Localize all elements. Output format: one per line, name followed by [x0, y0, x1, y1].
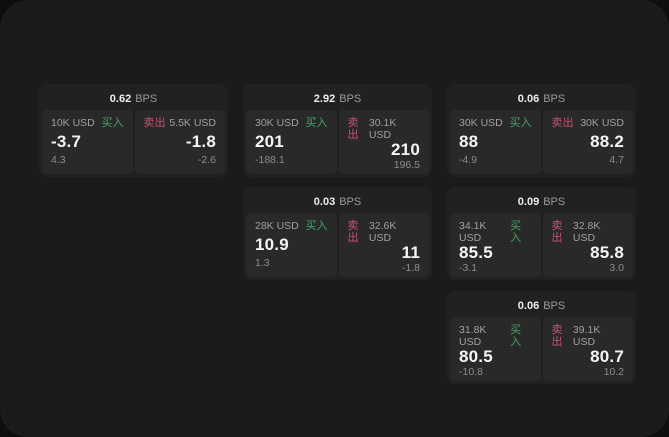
bps-unit-label: BPS — [543, 299, 566, 312]
sell-price: 80.7 — [590, 347, 624, 366]
bps-value: 0.62 — [109, 92, 132, 105]
card-body: 31.8K USD 买入 80.5 -10.8 卖出 39.1K USD 80.… — [450, 317, 633, 381]
bps-value: 0.03 — [313, 195, 336, 208]
buy-delta: -10.8 — [459, 366, 483, 378]
sell-delta: 3.0 — [609, 262, 624, 274]
buy-amount: 30K USD — [459, 117, 503, 129]
buy-price: 80.5 — [459, 347, 493, 366]
sell-amount: 32.6K USD — [368, 220, 397, 244]
sell-panel[interactable]: 卖出 39.1K USD 80.7 10.2 — [542, 317, 633, 381]
sell-amount: 30K USD — [580, 117, 624, 129]
card-body: 30K USD 买入 88 -4.9 卖出 30K USD 88.2 4.7 — [450, 110, 633, 174]
sell-panel[interactable]: 卖出 5.5K USD -1.8 -2.6 — [134, 110, 225, 174]
sell-price: 11 — [401, 243, 420, 262]
quote-card-1: 0.62 BPS 10K USD 买入 -3.7 4.3 卖出 5.5K USD… — [39, 84, 228, 177]
card-body: 34.1K USD 买入 85.5 -3.1 卖出 32.8K USD 85.8… — [450, 213, 633, 277]
sell-delta: 4.7 — [609, 154, 624, 166]
sell-price: -1.8 — [185, 131, 216, 151]
sell-tag: 卖出 — [551, 324, 563, 348]
quote-card-6: 0.06 BPS 31.8K USD 买入 80.5 -10.8 卖出 39.1… — [447, 291, 636, 384]
bps-value: 0.09 — [517, 195, 540, 208]
sell-price: 85.8 — [590, 243, 624, 262]
buy-panel[interactable]: 31.8K USD 买入 80.5 -10.8 — [450, 317, 541, 381]
sell-delta: 196.5 — [393, 159, 420, 171]
sell-panel[interactable]: 卖出 32.8K USD 85.8 3.0 — [542, 213, 633, 277]
sell-tag: 卖出 — [143, 117, 166, 129]
buy-delta: -188.1 — [255, 154, 285, 166]
card-body: 28K USD 买入 10.9 1.3 卖出 32.6K USD 11 -1.8 — [246, 213, 429, 277]
sell-tag: 卖出 — [551, 220, 563, 244]
buy-delta: -3.1 — [459, 262, 478, 274]
buy-panel[interactable]: 10K USD 买入 -3.7 4.3 — [42, 110, 133, 174]
bps-value: 0.06 — [517, 299, 540, 312]
sell-tag: 卖出 — [551, 117, 574, 129]
buy-delta: 4.3 — [51, 154, 66, 166]
quote-card-3: 0.06 BPS 30K USD 买入 88 -4.9 卖出 30K USD 8… — [447, 84, 636, 177]
bps-unit-label: BPS — [339, 92, 362, 105]
sell-amount: 5.5K USD — [169, 117, 216, 129]
bps-value: 0.06 — [517, 92, 540, 105]
buy-panel[interactable]: 34.1K USD 买入 85.5 -3.1 — [450, 213, 541, 277]
buy-price: 201 — [255, 131, 284, 151]
buy-amount: 30K USD — [255, 117, 299, 129]
buy-amount: 10K USD — [51, 117, 95, 129]
buy-tag: 买入 — [305, 220, 328, 232]
card-header: 0.06 BPS — [450, 87, 633, 110]
buy-amount: 28K USD — [255, 220, 299, 232]
buy-price: 88 — [459, 131, 479, 151]
buy-price: 85.5 — [459, 243, 493, 262]
card-header: 0.06 BPS — [450, 294, 633, 317]
quote-card-2: 2.92 BPS 30K USD 买入 201 -188.1 卖出 30.1K … — [243, 84, 432, 177]
bps-unit-label: BPS — [543, 195, 566, 208]
buy-tag: 买入 — [510, 324, 522, 348]
sell-price: 210 — [391, 140, 420, 159]
buy-delta: 1.3 — [255, 257, 270, 269]
sell-panel[interactable]: 卖出 30K USD 88.2 4.7 — [542, 110, 633, 174]
sell-tag: 卖出 — [347, 117, 359, 141]
quote-card-5: 0.09 BPS 34.1K USD 买入 85.5 -3.1 卖出 32.8K… — [447, 187, 636, 280]
card-body: 10K USD 买入 -3.7 4.3 卖出 5.5K USD -1.8 -2.… — [42, 110, 225, 174]
buy-panel[interactable]: 28K USD 买入 10.9 1.3 — [246, 213, 337, 277]
sell-price: 88.2 — [590, 131, 624, 151]
sell-panel[interactable]: 卖出 32.6K USD 11 -1.8 — [338, 213, 429, 277]
card-header: 0.09 BPS — [450, 190, 633, 213]
card-header: 2.92 BPS — [246, 87, 429, 110]
sell-tag: 卖出 — [347, 220, 359, 244]
sell-amount: 30.1K USD — [368, 117, 397, 141]
buy-amount: 31.8K USD — [459, 324, 487, 348]
buy-amount: 34.1K USD — [459, 220, 487, 244]
sell-amount: 39.1K USD — [572, 324, 601, 348]
card-header: 0.03 BPS — [246, 190, 429, 213]
card-header: 0.62 BPS — [42, 87, 225, 110]
buy-delta: -4.9 — [459, 154, 478, 166]
bps-unit-label: BPS — [135, 92, 158, 105]
buy-panel[interactable]: 30K USD 买入 201 -188.1 — [246, 110, 337, 174]
buy-price: 10.9 — [255, 234, 289, 254]
buy-price: -3.7 — [51, 131, 82, 151]
sell-delta: 10.2 — [603, 366, 624, 378]
buy-tag: 买入 — [509, 117, 532, 129]
bps-unit-label: BPS — [339, 195, 362, 208]
quote-card-4: 0.03 BPS 28K USD 买入 10.9 1.3 卖出 32.6K US… — [243, 187, 432, 280]
buy-tag: 买入 — [305, 117, 328, 129]
bps-unit-label: BPS — [543, 92, 566, 105]
sell-delta: -1.8 — [401, 262, 420, 274]
sell-delta: -2.6 — [197, 154, 216, 166]
buy-panel[interactable]: 30K USD 买入 88 -4.9 — [450, 110, 541, 174]
buy-tag: 买入 — [101, 117, 124, 129]
sell-panel[interactable]: 卖出 30.1K USD 210 196.5 — [338, 110, 429, 174]
sell-amount: 32.8K USD — [572, 220, 601, 244]
bps-value: 2.92 — [313, 92, 336, 105]
card-body: 30K USD 买入 201 -188.1 卖出 30.1K USD 210 1… — [246, 110, 429, 174]
buy-tag: 买入 — [510, 220, 522, 244]
